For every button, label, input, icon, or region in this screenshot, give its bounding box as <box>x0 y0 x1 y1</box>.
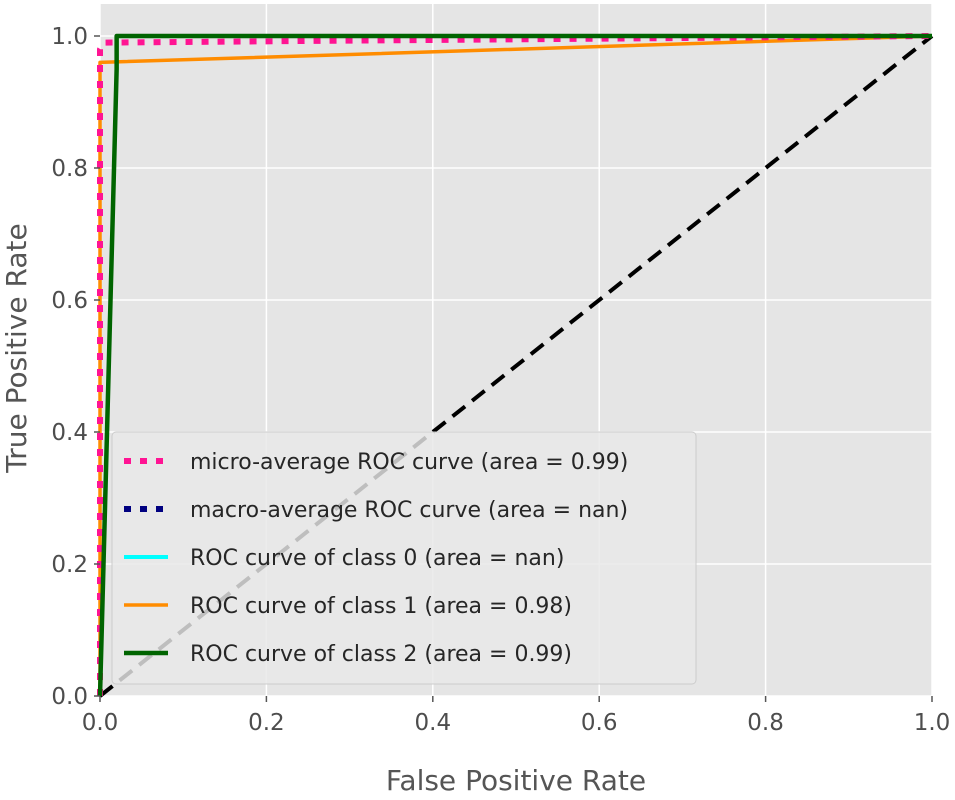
y-tick-label: 0.0 <box>51 684 88 710</box>
x-tick-label: 0.0 <box>82 710 119 736</box>
y-tick-label: 0.2 <box>51 552 88 578</box>
class0-legend-label: ROC curve of class 0 (area = nan) <box>190 546 564 571</box>
y-tick-label: 0.6 <box>51 288 88 314</box>
y-tick-label: 1.0 <box>51 24 88 50</box>
micro-roc-line <box>97 33 933 696</box>
x-axis-label: False Positive Rate <box>386 764 646 797</box>
y-axis-label: True Positive Rate <box>0 223 33 473</box>
class2-legend-label: ROC curve of class 2 (area = 0.99) <box>190 642 572 667</box>
x-tick-label: 0.2 <box>248 710 285 736</box>
legend-box <box>111 431 697 685</box>
x-tick-label: 0.4 <box>415 710 452 736</box>
x-tick-label: 0.8 <box>747 710 784 736</box>
micro-legend-label: micro-average ROC curve (area = 0.99) <box>190 450 628 475</box>
y-tick-label: 0.8 <box>51 156 88 182</box>
x-tick-label: 0.6 <box>581 710 618 736</box>
y-tick-label: 0.4 <box>51 420 88 446</box>
class1-legend-label: ROC curve of class 1 (area = 0.98) <box>190 594 572 619</box>
macro-legend-label: macro-average ROC curve (area = nan) <box>190 498 628 523</box>
class2-roc-line <box>97 33 932 697</box>
x-tick-label: 1.0 <box>914 710 951 736</box>
